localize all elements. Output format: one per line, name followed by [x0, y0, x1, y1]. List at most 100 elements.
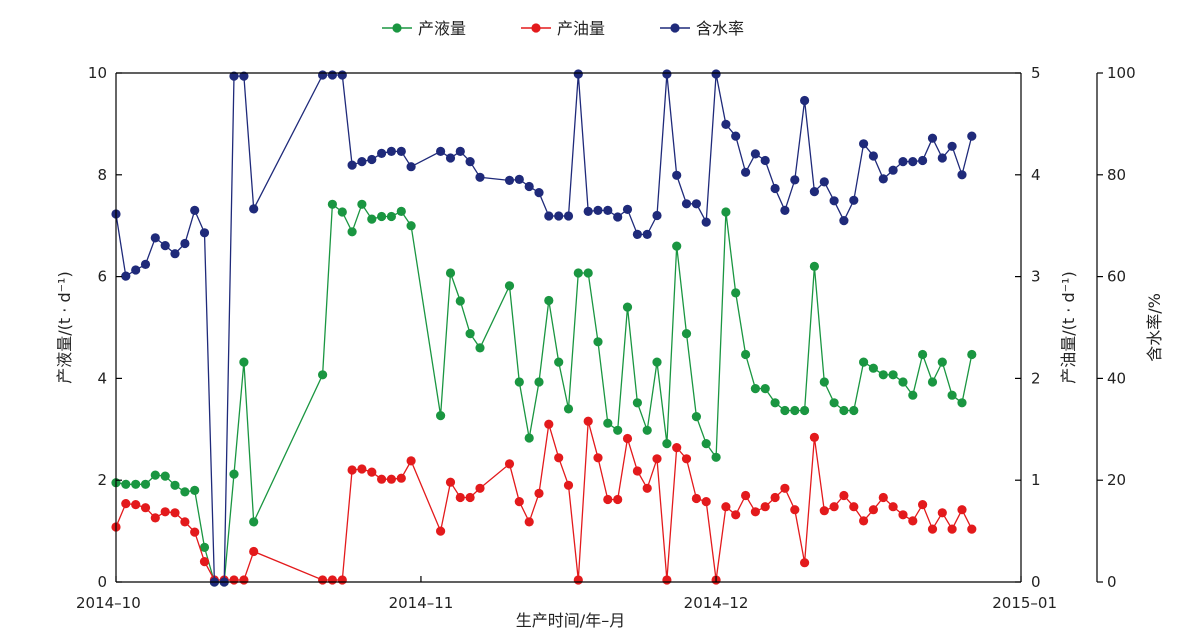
liquid-data-point [249, 517, 259, 527]
liquid-data-point [514, 377, 524, 387]
water-cut-data-point [652, 210, 662, 221]
water-cut-data-point [347, 160, 357, 170]
liquid-data-point [386, 211, 396, 222]
oil-data-point [908, 516, 918, 526]
liquid-data-point [563, 404, 574, 414]
liquid-data-point [652, 357, 662, 367]
water-cut-data-point [829, 196, 839, 206]
oil-data-point [731, 510, 741, 520]
water-cut-data-point [839, 216, 849, 226]
water-cut-data-point [642, 229, 652, 239]
oil-data-point [131, 500, 141, 510]
water-cut-data-point [593, 205, 603, 215]
water-cut-y-tick-label: 100 [1107, 64, 1136, 82]
oil-data-point [455, 492, 465, 503]
water-cut-data-point [770, 183, 780, 194]
water-cut-data-point [800, 95, 810, 106]
oil-data-point [839, 490, 849, 501]
oil-data-point [819, 506, 829, 516]
water-cut-data-point [573, 69, 583, 79]
water-cut-series-line [115, 73, 973, 583]
water-cut-data-point [898, 157, 908, 167]
water-cut-data-point [672, 170, 682, 180]
liquid-data-point [691, 412, 702, 422]
water-cut-legend-marker [670, 23, 680, 33]
water-cut-data-point [603, 205, 613, 215]
oil-data-point [898, 510, 908, 520]
water-cut-data-point [780, 205, 790, 215]
liquid-data-point [239, 357, 249, 367]
water-cut-data-point [249, 204, 259, 214]
water-cut-data-point [455, 146, 465, 156]
left-y-tick-label: 10 [88, 64, 107, 82]
water-cut-data-point [436, 146, 446, 156]
liquid-data-point [229, 469, 239, 479]
liquid-data-point [770, 398, 780, 408]
liquid-data-point [859, 357, 869, 367]
water-cut-data-point [819, 177, 829, 187]
water-cut-data-point [878, 174, 888, 184]
water-cut-data-point [563, 211, 574, 221]
liquid-data-point [672, 241, 682, 251]
oil-data-point [721, 502, 731, 512]
liquid-data-point [544, 295, 554, 306]
liquid-data-point [377, 211, 387, 222]
liquid-data-point [741, 349, 751, 360]
water-cut-data-point [396, 146, 406, 156]
liquid-data-point [554, 357, 564, 367]
water-cut-data-point [327, 70, 337, 80]
liquid-series-line [115, 202, 973, 583]
oil-data-point [888, 502, 898, 512]
water-cut-data-point [957, 170, 967, 180]
liquid-data-point [170, 480, 180, 490]
water-cut-legend-label: 含水率 [696, 19, 744, 38]
water-cut-data-point [750, 149, 761, 159]
water-cut-data-point [859, 139, 869, 149]
oil-data-point [445, 477, 456, 487]
liquid-data-point [367, 214, 377, 224]
liquid-legend-label: 产液量 [418, 19, 466, 38]
liquid-data-point [445, 268, 456, 278]
oil-data-point [849, 502, 859, 512]
oil-data-point [150, 513, 160, 523]
oil-data-point [386, 474, 396, 484]
left-y-tick-label: 6 [97, 268, 107, 286]
water-cut-data-point [583, 206, 593, 216]
water-cut-data-point [386, 146, 396, 156]
oil-data-point [436, 526, 446, 536]
oil-data-point [544, 419, 554, 429]
liquid-data-point [406, 221, 416, 231]
liquid-data-point [131, 479, 141, 489]
oil-data-point [937, 508, 947, 518]
oil-data-point [701, 497, 711, 507]
oil-data-point [475, 483, 485, 493]
water-cut-data-point [131, 265, 141, 275]
liquid-data-point [504, 281, 515, 291]
liquid-data-point [180, 487, 190, 497]
water-cut-data-point [199, 228, 210, 238]
oil-data-point [190, 527, 200, 537]
water-cut-data-point [318, 70, 328, 80]
water-cut-data-point [367, 154, 377, 165]
oil-data-point [121, 499, 131, 509]
water-cut-data-point [160, 241, 170, 251]
water-cut-data-point [445, 153, 456, 163]
oil-data-point [593, 453, 603, 463]
oil-data-point [652, 454, 662, 464]
water-cut-data-point [868, 151, 879, 161]
water-cut-data-point [534, 188, 544, 198]
liquid-data-point [662, 439, 672, 449]
x-tick-label: 2014–11 [389, 594, 454, 612]
liquid-data-point [465, 329, 475, 339]
oil-data-point [318, 575, 328, 585]
oil-data-point [249, 546, 259, 557]
liquid-data-point [849, 405, 859, 416]
oil-data-point [504, 459, 515, 469]
oil-legend-label: 产油量 [557, 19, 605, 38]
water-cut-series [111, 69, 977, 587]
water-cut-data-point [150, 233, 160, 243]
water-cut-data-point [524, 181, 534, 192]
liquid-data-point [436, 411, 446, 421]
